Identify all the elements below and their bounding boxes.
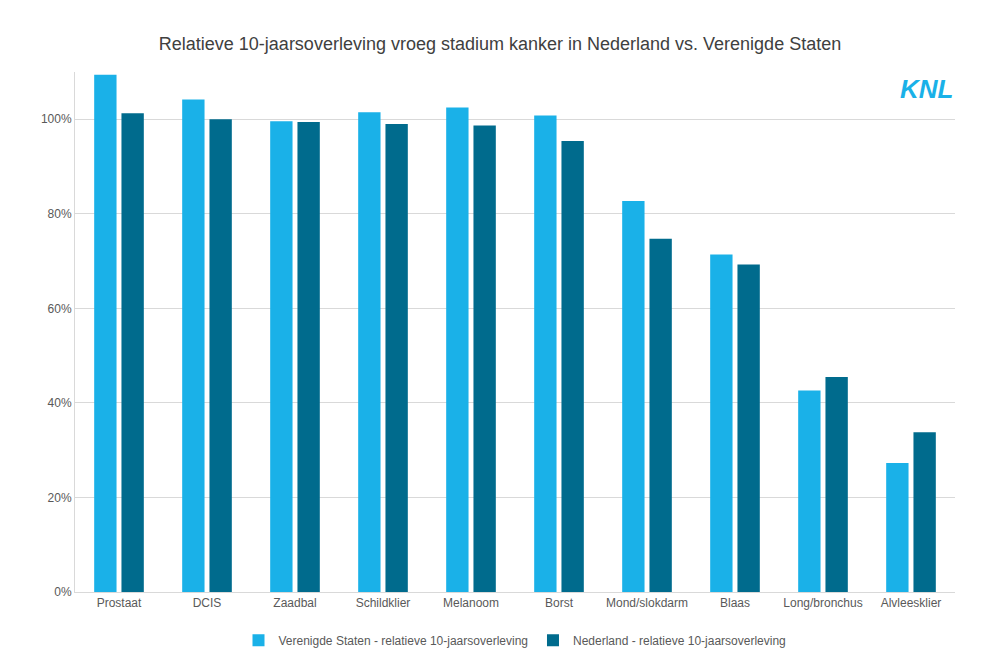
- svg-text:Prostaat: Prostaat: [97, 596, 142, 610]
- svg-text:Schildklier: Schildklier: [356, 596, 411, 610]
- svg-text:Alvleesklier: Alvleesklier: [881, 596, 942, 610]
- svg-text:Melanoom: Melanoom: [443, 596, 499, 610]
- svg-text:80%: 80%: [48, 207, 72, 221]
- svg-text:40%: 40%: [48, 396, 72, 410]
- svg-text:Borst: Borst: [545, 596, 574, 610]
- svg-text:DCIS: DCIS: [193, 596, 222, 610]
- svg-text:20%: 20%: [48, 491, 72, 505]
- svg-text:60%: 60%: [48, 302, 72, 316]
- svg-text:Zaadbal: Zaadbal: [273, 596, 316, 610]
- svg-text:0%: 0%: [54, 585, 72, 599]
- svg-text:Verenigde Staten - relatieve 1: Verenigde Staten - relatieve 10-jaarsove…: [279, 634, 528, 648]
- svg-text:Blaas: Blaas: [720, 596, 750, 610]
- svg-text:Mond/slokdarm: Mond/slokdarm: [606, 596, 688, 610]
- svg-text:KNL: KNL: [900, 74, 953, 104]
- svg-text:Nederland - relatieve 10-jaars: Nederland - relatieve 10-jaarsoverleving: [573, 634, 786, 648]
- svg-text:Long/bronchus: Long/bronchus: [783, 596, 862, 610]
- svg-text:100%: 100%: [41, 112, 72, 126]
- svg-text:Relatieve 10-jaarsoverleving v: Relatieve 10-jaarsoverleving vroeg stadi…: [159, 34, 841, 54]
